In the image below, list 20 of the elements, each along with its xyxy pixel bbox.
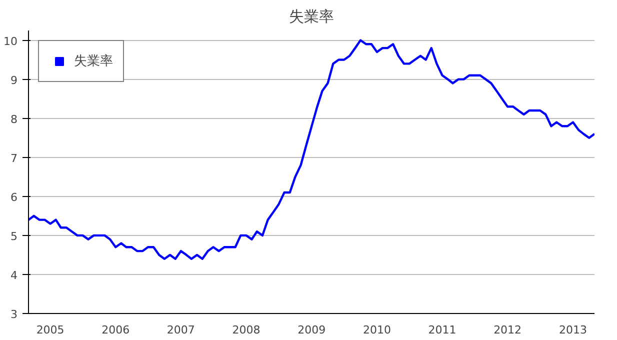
x-tick-label: 2006	[102, 324, 130, 336]
x-tick-label: 2007	[166, 324, 195, 336]
legend-label: 失業率	[74, 53, 113, 70]
y-tick-label: 10	[4, 34, 18, 48]
x-tick-label: 2010	[362, 324, 391, 336]
y-tick-label: 5	[10, 230, 18, 243]
y-tick-label: 3	[10, 308, 18, 321]
x-tick-label: 2011	[428, 324, 456, 336]
y-tick-label: 8	[10, 112, 18, 126]
y-tick-label: 4	[10, 268, 18, 282]
y-tick-label: 6	[10, 190, 18, 204]
line-series	[28, 39, 594, 260]
x-tick-label: 2013	[559, 324, 588, 336]
x-tick-label: 2008	[232, 324, 260, 336]
y-tick-label: 7	[10, 152, 18, 165]
x-tick-label: 2012	[494, 324, 522, 336]
chart-title: 失業率	[289, 8, 334, 26]
y-tick-label: 9	[10, 74, 18, 87]
x-tick-label: 2009	[298, 324, 326, 336]
x-tick-label: 2005	[36, 324, 64, 336]
